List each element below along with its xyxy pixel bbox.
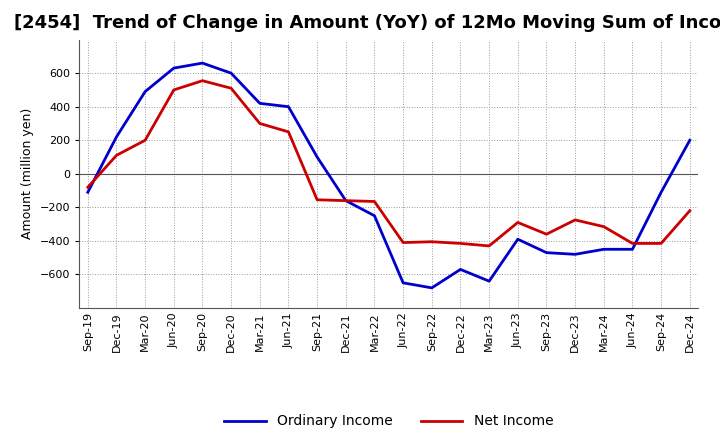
Ordinary Income: [456, 267, 465, 272]
Net Income: [542, 231, 551, 237]
Ordinary Income: [428, 285, 436, 290]
Ordinary Income: [112, 134, 121, 139]
Net Income: [312, 197, 321, 202]
Ordinary Income: [399, 280, 408, 286]
Net Income: [628, 241, 636, 246]
Title: [2454]  Trend of Change in Amount (YoY) of 12Mo Moving Sum of Incomes: [2454] Trend of Change in Amount (YoY) o…: [14, 15, 720, 33]
Line: Ordinary Income: Ordinary Income: [88, 63, 690, 288]
Net Income: [513, 220, 522, 225]
Net Income: [227, 86, 235, 91]
Net Income: [685, 208, 694, 213]
Net Income: [341, 198, 350, 203]
Ordinary Income: [169, 66, 178, 71]
Net Income: [198, 78, 207, 83]
Ordinary Income: [571, 252, 580, 257]
Net Income: [428, 239, 436, 244]
Ordinary Income: [84, 190, 92, 195]
Legend: Ordinary Income, Net Income: Ordinary Income, Net Income: [219, 409, 559, 434]
Net Income: [370, 199, 379, 204]
Net Income: [84, 185, 92, 190]
Ordinary Income: [600, 247, 608, 252]
Ordinary Income: [198, 60, 207, 66]
Net Income: [456, 241, 465, 246]
Ordinary Income: [227, 70, 235, 76]
Net Income: [399, 240, 408, 245]
Line: Net Income: Net Income: [88, 81, 690, 246]
Net Income: [112, 153, 121, 158]
Ordinary Income: [370, 213, 379, 218]
Net Income: [600, 224, 608, 229]
Ordinary Income: [685, 138, 694, 143]
Ordinary Income: [141, 89, 150, 94]
Ordinary Income: [485, 279, 493, 284]
Ordinary Income: [657, 190, 665, 195]
Ordinary Income: [312, 154, 321, 160]
Ordinary Income: [513, 237, 522, 242]
Ordinary Income: [542, 250, 551, 255]
Net Income: [169, 87, 178, 92]
Net Income: [256, 121, 264, 126]
Ordinary Income: [284, 104, 293, 109]
Ordinary Income: [628, 247, 636, 252]
Net Income: [657, 241, 665, 246]
Net Income: [284, 129, 293, 135]
Net Income: [485, 243, 493, 249]
Ordinary Income: [341, 198, 350, 203]
Net Income: [141, 138, 150, 143]
Net Income: [571, 217, 580, 223]
Ordinary Income: [256, 101, 264, 106]
Y-axis label: Amount (million yen): Amount (million yen): [21, 108, 34, 239]
